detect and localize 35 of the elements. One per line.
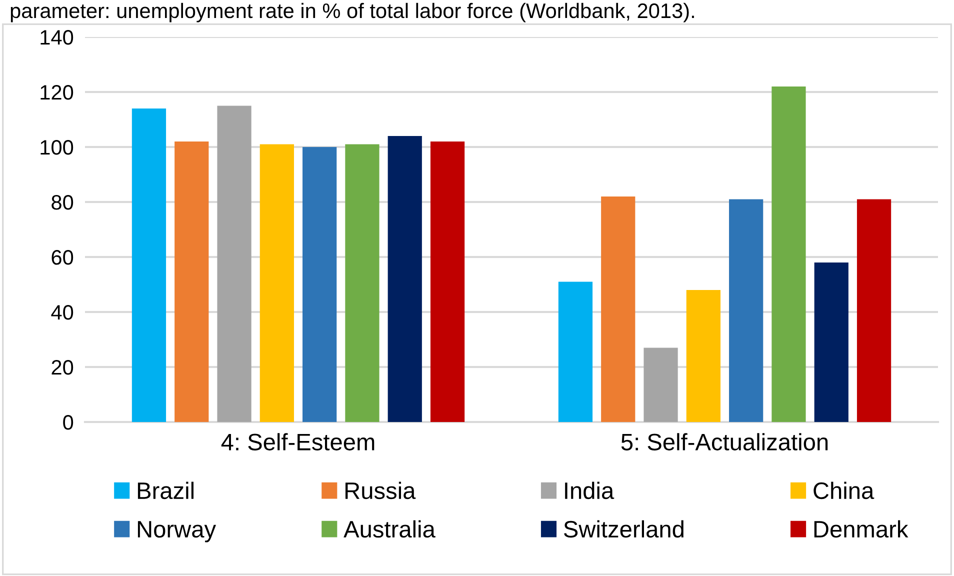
legend-label: Australia bbox=[344, 520, 436, 538]
bar bbox=[217, 106, 252, 422]
legend-label: Denmark bbox=[814, 520, 908, 538]
bar bbox=[260, 144, 294, 422]
x-tick-label: 5: Self-Actualization bbox=[621, 433, 828, 450]
y-tick-label: 0 bbox=[63, 415, 74, 430]
legend-label: Brazil bbox=[138, 482, 194, 500]
y-tick-label: 40 bbox=[51, 305, 74, 320]
y-tick-label: 120 bbox=[40, 85, 74, 100]
bar bbox=[174, 142, 209, 422]
bar bbox=[302, 147, 337, 422]
bar bbox=[132, 108, 166, 422]
y-tick-label: 80 bbox=[52, 195, 74, 210]
legend-label: Switzerland bbox=[564, 520, 684, 538]
bar bbox=[644, 348, 678, 422]
bar bbox=[558, 282, 593, 422]
legend-label: China bbox=[814, 482, 874, 500]
legend-label: India bbox=[565, 482, 614, 500]
legend-label: Norway bbox=[138, 521, 216, 542]
bar bbox=[729, 199, 764, 422]
bar bbox=[814, 262, 848, 422]
y-tick-label: 60 bbox=[52, 250, 74, 265]
bar bbox=[388, 136, 422, 422]
bar bbox=[856, 199, 892, 422]
bar bbox=[686, 290, 720, 422]
x-tick-label: 4: Self-Esteem bbox=[221, 433, 374, 450]
y-tick-label: 100 bbox=[40, 140, 74, 155]
bar bbox=[601, 196, 636, 422]
legend-label: Russia bbox=[345, 482, 416, 500]
y-tick-label: 140 bbox=[40, 30, 74, 45]
bar bbox=[772, 86, 806, 422]
chart-subtitle: parameter: unemployment rate in % of total labor force (Worldbank, 2013). bbox=[10, 2, 694, 22]
bar bbox=[430, 142, 465, 422]
bar bbox=[345, 144, 380, 422]
y-tick-label: 20 bbox=[52, 360, 74, 375]
